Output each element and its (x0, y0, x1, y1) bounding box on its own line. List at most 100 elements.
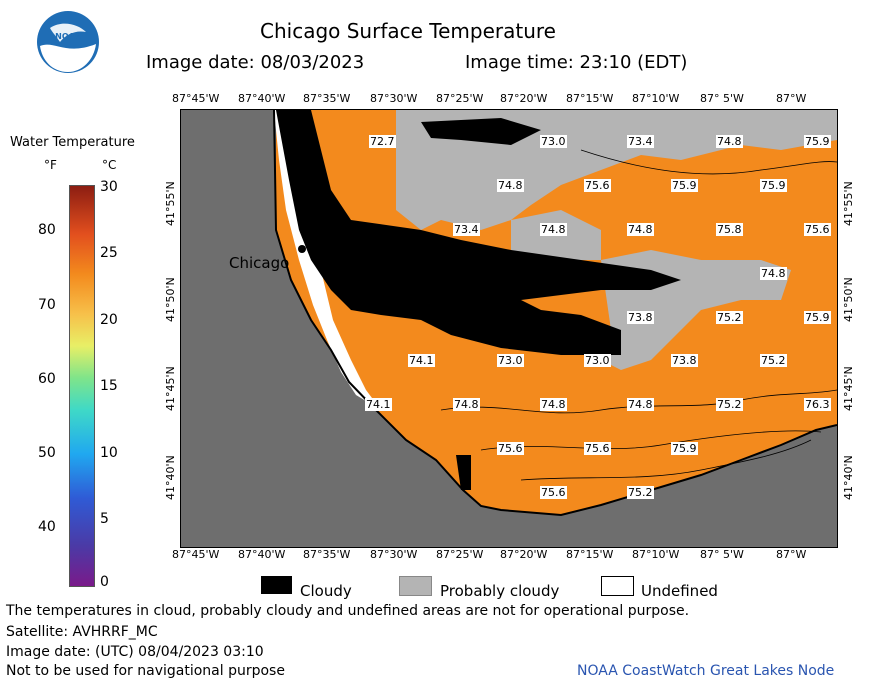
temp-label: 75.2 (760, 354, 787, 367)
temp-label: 75.2 (716, 398, 743, 411)
nav-warning: Not to be used for navigational purpose (6, 663, 285, 679)
temp-label: 75.6 (804, 223, 831, 236)
temp-label: 75.9 (760, 179, 787, 192)
legend-undefined-label: Undefined (641, 582, 718, 600)
f-tick: 70 (38, 297, 56, 313)
c-tick: 5 (100, 511, 109, 527)
temp-label: 75.9 (804, 311, 831, 324)
lon-label: 87°25'W (436, 548, 484, 561)
cloudy-area (456, 455, 471, 490)
c-tick: 0 (100, 574, 109, 590)
contour-line (480, 430, 822, 451)
legend-prob-cloudy-swatch (399, 576, 432, 596)
temp-label: 74.1 (408, 354, 435, 367)
temp-label: 74.8 (453, 398, 480, 411)
c-tick: 10 (100, 445, 118, 461)
temp-label: 74.8 (627, 223, 654, 236)
disclaimer: The temperatures in cloud, probably clou… (6, 603, 690, 619)
temp-label: 73.8 (627, 311, 654, 324)
lat-label: 41°40'N (164, 455, 177, 500)
legend-cloudy-label: Cloudy (300, 582, 352, 600)
legend-cloudy-swatch (261, 576, 292, 594)
temp-label: 74.8 (627, 398, 654, 411)
lon-label: 87°15'W (566, 548, 614, 561)
temp-label: 75.9 (671, 179, 698, 192)
temp-label: 74.8 (716, 135, 743, 148)
temp-label: 74.8 (540, 223, 567, 236)
temp-label: 73.4 (453, 223, 480, 236)
temp-label: 73.0 (497, 354, 524, 367)
image-date: Image date: 08/03/2023 (146, 52, 365, 73)
contour-line (580, 149, 837, 175)
c-tick: 15 (100, 378, 118, 394)
lon-label: 87°30'W (370, 92, 418, 105)
utc-date: Image date: (UTC) 08/04/2023 03:10 (6, 644, 264, 660)
colorbar-title: Water Temperature (10, 135, 135, 150)
lon-label: 87°35'W (303, 92, 351, 105)
temp-label: 75.9 (671, 442, 698, 455)
lat-label: 41°50'N (842, 277, 855, 322)
temp-label: 75.9 (804, 135, 831, 148)
cloudy-area (421, 118, 541, 145)
temp-label: 73.4 (627, 135, 654, 148)
lon-label: 87°15'W (566, 92, 614, 105)
temp-label: 75.2 (627, 486, 654, 499)
f-tick: 50 (38, 445, 56, 461)
temp-label: 75.8 (716, 223, 743, 236)
lon-label: 87°W (776, 92, 807, 105)
noaa-logo: NOAA (36, 10, 100, 74)
f-tick: 60 (38, 371, 56, 387)
temp-label: 75.6 (584, 442, 611, 455)
lon-label: 87°45'W (172, 92, 220, 105)
lat-label: 41°55'N (164, 181, 177, 226)
lon-label: 87°40'W (238, 92, 286, 105)
lat-label: 41°45'N (164, 366, 177, 411)
temp-label: 75.2 (716, 311, 743, 324)
c-tick: 30 (100, 179, 118, 195)
temp-label: 74.8 (497, 179, 524, 192)
f-tick: 80 (38, 222, 56, 238)
lon-label: 87° 5'W (700, 92, 744, 105)
lat-label: 41°50'N (164, 277, 177, 322)
colorbar-unit-c: °C (102, 158, 117, 172)
cloudy-area (276, 110, 681, 355)
legend-prob-cloudy-label: Probably cloudy (440, 582, 560, 600)
lon-label: 87°35'W (303, 548, 351, 561)
legend-undefined-swatch (601, 576, 634, 596)
coastline (273, 110, 837, 517)
temp-label: 74.1 (365, 398, 392, 411)
lat-label: 41°40'N (842, 455, 855, 500)
lat-label: 41°45'N (842, 366, 855, 411)
lon-label: 87°40'W (238, 548, 286, 561)
contour-line (440, 389, 837, 414)
lon-label: 87° 5'W (700, 548, 744, 561)
temp-label: 75.6 (584, 179, 611, 192)
credit: NOAA CoastWatch Great Lakes Node (577, 663, 835, 679)
temp-label: 74.8 (760, 267, 787, 280)
contour-line (520, 439, 812, 481)
lon-label: 87°10'W (632, 548, 680, 561)
f-tick: 40 (38, 519, 56, 535)
temp-label: 75.6 (497, 442, 524, 455)
satellite-info: Satellite: AVHRRF_MC (6, 624, 158, 640)
temp-label: 73.0 (540, 135, 567, 148)
page-title: Chicago Surface Temperature (260, 19, 556, 43)
lon-label: 87°45'W (172, 548, 220, 561)
map-frame (180, 109, 838, 548)
temp-label: 73.0 (584, 354, 611, 367)
colorbar-unit-f: °F (44, 158, 57, 172)
temp-label: 76.3 (804, 398, 831, 411)
sst-map (273, 110, 837, 517)
temp-label: 74.8 (540, 398, 567, 411)
temp-label: 75.6 (540, 486, 567, 499)
lon-label: 87°20'W (500, 548, 548, 561)
colorbar (69, 185, 95, 587)
lon-label: 87°20'W (500, 92, 548, 105)
c-tick: 20 (100, 312, 118, 328)
image-time: Image time: 23:10 (EDT) (465, 52, 688, 73)
temp-label: 73.8 (671, 354, 698, 367)
lon-label: 87°25'W (436, 92, 484, 105)
c-tick: 25 (100, 245, 118, 261)
temp-label: 72.7 (369, 135, 396, 148)
noaa-logo-text: NOAA (55, 32, 81, 41)
